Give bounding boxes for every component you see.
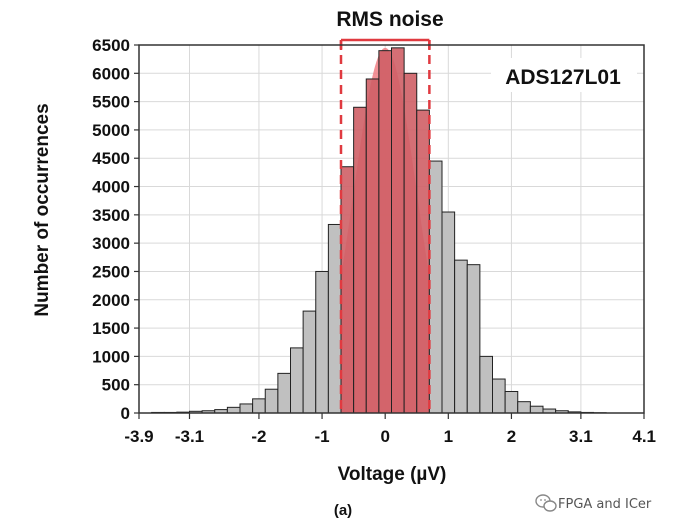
x-tick-label: 1 [444,427,453,446]
histogram-bar [290,347,304,414]
histogram-bars [151,47,607,414]
y-tick-label: 6000 [92,64,130,83]
histogram-bar [479,355,493,414]
plot-border [138,44,645,414]
y-tick-label: 5000 [92,121,130,140]
histogram-bar [353,106,367,414]
histogram-bar [403,72,418,414]
histogram-bar [454,259,468,414]
histogram-bar [264,388,279,414]
y-tick-label: 1000 [92,347,130,366]
histogram-bar [340,166,355,414]
x-axis-ticks: -3.9 -3.1 -2 -1 0 1 2 3.1 4.1 [124,413,656,446]
histogram-bar [252,398,266,414]
y-axis-ticks: 0 500 1000 1500 2000 2500 3000 3500 4000 4500 5000… [92,36,139,423]
figure-caption: (a) [334,502,352,519]
y-tick-label: 2500 [92,262,130,281]
histogram-bar [365,78,380,414]
y-tick-label: 3500 [92,206,130,225]
x-tick-label: 3.1 [569,427,593,446]
y-tick-label: 3000 [92,234,130,253]
histogram-bar [315,270,329,414]
y-tick-label: 500 [102,376,130,395]
x-axis-title: Voltage (µV) [338,464,447,485]
histogram-bar [302,310,317,414]
histogram-bar [492,378,506,414]
x-tick-label: 2 [507,427,516,446]
y-tick-label: 1500 [92,319,130,338]
histogram-bar [239,403,254,414]
histogram-bar [416,109,430,414]
histogram-bar [517,401,531,414]
y-tick-label: 4000 [92,178,130,197]
y-tick-label: 0 [121,404,130,423]
x-tick-label: -3.1 [175,427,204,446]
y-tick-label: 2000 [92,291,130,310]
histogram-bar [428,160,443,414]
y-tick-label: 5500 [92,93,130,112]
rms-bracket [339,38,431,413]
x-tick-label: 0 [380,427,389,446]
histogram-bar [466,264,481,414]
y-axis-title: Number of occurrences [32,103,53,316]
histogram-bar [441,211,456,414]
device-label: ADS127L01 [505,66,621,89]
y-tick-label: 6500 [92,36,130,55]
watermark: FPGA and ICer [535,494,652,512]
watermark-text: FPGA and ICer [558,497,652,512]
device-label-background [491,58,637,92]
wechat-icon [535,494,557,512]
histogram-bar [504,390,519,414]
chart-title: RMS noise [336,8,443,31]
histogram-bar [529,405,544,414]
x-tick-label: -1 [315,427,330,446]
y-tick-label: 4500 [92,149,130,168]
histogram-bar [277,372,291,414]
x-tick-label: -3.9 [124,427,153,446]
histogram-bar [391,47,405,414]
x-tick-label: 4.1 [632,427,656,446]
histogram-bar [327,223,342,414]
histogram-bar [378,50,392,414]
x-tick-label: -2 [251,427,266,446]
histogram-bar [226,406,241,414]
